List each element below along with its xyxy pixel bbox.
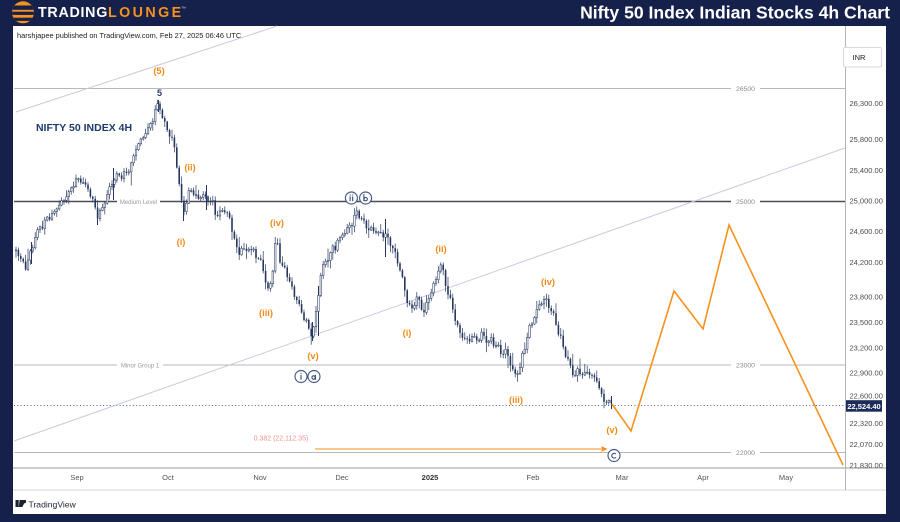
svg-text:22,900.00: 22,900.00 bbox=[850, 369, 883, 378]
svg-text:May: May bbox=[779, 473, 793, 482]
svg-text:24,200.00: 24,200.00 bbox=[850, 258, 883, 267]
svg-text:Minor Group 1: Minor Group 1 bbox=[121, 364, 160, 370]
svg-text:(i): (i) bbox=[177, 237, 186, 247]
svg-text:26500: 26500 bbox=[736, 86, 755, 93]
svg-text:Medium Level: Medium Level bbox=[120, 200, 157, 206]
svg-text:25,000.00: 25,000.00 bbox=[850, 197, 883, 206]
svg-text:Sep: Sep bbox=[70, 473, 83, 482]
svg-text:26,300.00: 26,300.00 bbox=[850, 99, 883, 108]
svg-text:0.382 (22,112.35): 0.382 (22,112.35) bbox=[254, 436, 309, 443]
svg-text:(iv): (iv) bbox=[541, 277, 555, 287]
svg-text:harshjapee published on Tradin: harshjapee published on TradingView.com,… bbox=[17, 31, 242, 40]
svg-text:25,800.00: 25,800.00 bbox=[850, 135, 883, 144]
svg-text:23000: 23000 bbox=[736, 363, 755, 370]
svg-text:TRADINGLOUNGE: TRADINGLOUNGE bbox=[38, 5, 184, 21]
svg-text:(v): (v) bbox=[307, 351, 318, 361]
svg-text:(ii): (ii) bbox=[184, 163, 195, 173]
svg-text:(5): (5) bbox=[153, 66, 164, 76]
svg-text:Dec: Dec bbox=[335, 473, 349, 482]
svg-text:Apr: Apr bbox=[697, 473, 709, 482]
svg-text:25,400.00: 25,400.00 bbox=[850, 166, 883, 175]
svg-text:(iv): (iv) bbox=[270, 218, 284, 228]
svg-text:(ii): (ii) bbox=[435, 244, 446, 254]
svg-text:5: 5 bbox=[157, 88, 162, 98]
svg-text:(iii): (iii) bbox=[259, 308, 273, 318]
svg-text:™: ™ bbox=[181, 6, 186, 12]
svg-text:22,320.00: 22,320.00 bbox=[850, 419, 883, 428]
svg-text:Oct: Oct bbox=[162, 473, 175, 482]
svg-text:(i): (i) bbox=[403, 328, 412, 338]
svg-text:Nov: Nov bbox=[253, 473, 267, 482]
svg-text:Nifty 50 Index Indian Stocks 4: Nifty 50 Index Indian Stocks 4h Chart bbox=[580, 3, 890, 23]
svg-text:22,600.00: 22,600.00 bbox=[850, 392, 883, 401]
svg-text:(iii): (iii) bbox=[509, 395, 523, 405]
svg-text:Feb: Feb bbox=[527, 473, 540, 482]
svg-text:Mar: Mar bbox=[616, 473, 629, 482]
svg-text:INR: INR bbox=[853, 53, 867, 62]
svg-text:NIFTY 50 INDEX 4H: NIFTY 50 INDEX 4H bbox=[36, 122, 132, 134]
svg-text:25000: 25000 bbox=[736, 199, 755, 206]
svg-text:22,524.40: 22,524.40 bbox=[847, 402, 880, 411]
svg-text:21,830.00: 21,830.00 bbox=[850, 461, 883, 470]
svg-text:23,500.00: 23,500.00 bbox=[850, 318, 883, 327]
svg-text:24,600.00: 24,600.00 bbox=[850, 227, 883, 236]
svg-text:2025: 2025 bbox=[422, 473, 439, 482]
svg-text:(v): (v) bbox=[606, 425, 617, 435]
svg-text:23,800.00: 23,800.00 bbox=[850, 293, 883, 302]
svg-text:TradingView: TradingView bbox=[29, 500, 77, 510]
svg-text:22,070.00: 22,070.00 bbox=[850, 440, 883, 449]
svg-text:22000: 22000 bbox=[736, 450, 755, 457]
svg-text:23,200.00: 23,200.00 bbox=[850, 344, 883, 353]
